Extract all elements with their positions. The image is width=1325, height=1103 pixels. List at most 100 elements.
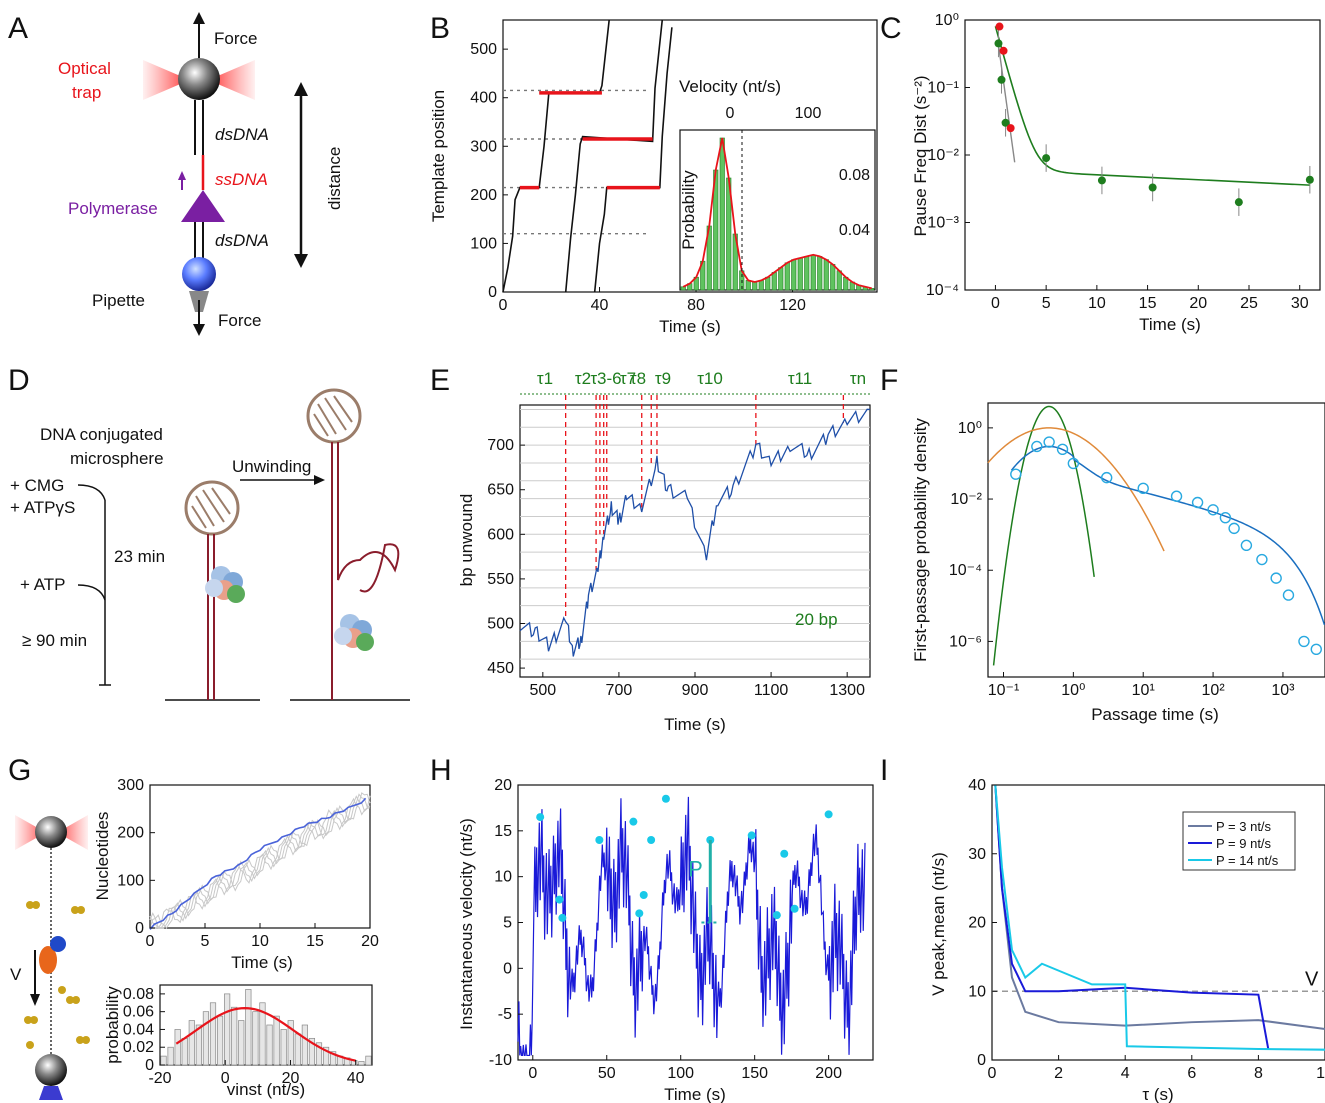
- data-point: [1170, 490, 1183, 502]
- inset-bar: [810, 254, 816, 291]
- histogram-bar: [245, 989, 252, 1066]
- y-tick-label: 0.04: [123, 1021, 154, 1038]
- histogram-bar: [216, 1015, 224, 1066]
- inset-bar: [680, 286, 686, 291]
- peak-marker: [536, 813, 545, 822]
- tau-label: τn: [850, 369, 866, 388]
- tau-label: τ1: [537, 369, 553, 388]
- y-axis-label: V peak,mean (nt/s): [929, 852, 948, 996]
- x-axis-label: Time (s): [231, 953, 293, 972]
- y-tick-label: 40: [968, 777, 986, 794]
- label-v-arrow: V: [10, 965, 22, 984]
- data-point: [1240, 539, 1253, 552]
- inset-y-label: Probability: [679, 170, 698, 250]
- y-tick-label: 0: [145, 1057, 154, 1074]
- trace-blue: [149, 797, 367, 930]
- histogram-bar: [238, 1020, 245, 1066]
- x-tick-label: 10: [1088, 295, 1106, 312]
- y-tick-label: 0: [488, 284, 497, 301]
- y-tick-label: 300: [470, 138, 497, 155]
- x-tick-label: 0: [991, 295, 1000, 312]
- trace-line: [593, 27, 673, 293]
- label-dsdna-bottom: dsDNA: [215, 231, 269, 250]
- fit-line-green: [994, 26, 1310, 186]
- y-tick-label: 550: [487, 571, 514, 588]
- x-tick-label: 8: [1254, 1065, 1263, 1082]
- label-distance: distance: [325, 147, 344, 210]
- y-tick-label: 0.06: [123, 1004, 154, 1021]
- y-axis-label: probability: [103, 986, 122, 1064]
- trace-grey: [149, 795, 371, 929]
- peak-marker: [824, 810, 833, 819]
- y-tick-label: 400: [470, 90, 497, 107]
- y-tick-label: -5: [498, 1006, 512, 1023]
- panel-letter-i: I: [880, 754, 888, 787]
- y-tick-label: 600: [487, 526, 514, 543]
- label-time-23: 23 min: [114, 547, 165, 566]
- fit-line-grey: [997, 44, 1016, 163]
- inset-bar: [817, 256, 823, 291]
- y-tick-label: 100: [470, 235, 497, 252]
- x-tick-label: 5: [201, 933, 210, 950]
- trap-beam-right: [213, 60, 255, 100]
- y-tick-label: 10⁰: [958, 420, 982, 437]
- panel-letter-b: B: [430, 12, 450, 45]
- inset-bar: [719, 137, 725, 291]
- y-axis-label: Instantaneous velocity (nt/s): [457, 818, 476, 1030]
- label-pipette: Pipette: [92, 291, 145, 310]
- series-line: [994, 784, 1325, 1051]
- peak-marker: [558, 913, 567, 922]
- panel-letter-a: A: [8, 12, 28, 45]
- histogram-bar: [181, 1037, 188, 1066]
- x-tick-label: 6: [1187, 1065, 1196, 1082]
- histogram-bar: [224, 993, 231, 1066]
- arrow-down-icon: [30, 994, 40, 1006]
- histogram-bar: [231, 1006, 238, 1066]
- x-tick-label: 5: [1042, 295, 1051, 312]
- x-tick-label: 0: [988, 1065, 997, 1082]
- inset-bar: [778, 267, 784, 291]
- data-point: [997, 75, 1006, 84]
- x-tick-label: 20: [361, 933, 379, 950]
- unwinding-trace: [519, 408, 871, 657]
- x-tick-label: 15: [306, 933, 324, 950]
- histogram-bar: [195, 1024, 202, 1066]
- peak-marker: [595, 836, 604, 844]
- x-axis-label: Time (s): [659, 317, 721, 336]
- panel-a-schematic: [143, 12, 308, 336]
- label-optical-trap-1: Optical: [58, 59, 111, 78]
- y-tick-label: 5: [503, 915, 512, 932]
- y-tick-label: 500: [470, 41, 497, 58]
- data-point: [1228, 522, 1240, 535]
- legend-label: P = 14 nt/s: [1216, 853, 1279, 868]
- reference-label: V: [1305, 968, 1319, 990]
- y-tick-label: 20: [494, 777, 512, 794]
- trap-bead: [178, 58, 220, 100]
- y-tick-label: 0: [135, 920, 144, 937]
- data-point: [1043, 436, 1055, 448]
- peak-marker: [772, 911, 781, 920]
- x-tick-label: 25: [1240, 295, 1258, 312]
- x-tick-label: 500: [529, 682, 556, 699]
- panel-d-schematic: [77, 388, 410, 701]
- y-axis-label: Template position: [429, 90, 448, 222]
- peak-marker: [555, 895, 564, 904]
- histogram-bar: [322, 1046, 330, 1066]
- histogram-bar: [209, 1002, 217, 1066]
- x-tick-label: 1300: [829, 682, 865, 699]
- y-tick-label: 700: [487, 437, 514, 454]
- trace-line: [502, 19, 610, 293]
- label-dsdna-top: dsDNA: [215, 125, 269, 144]
- x-tick-label: 4: [1121, 1065, 1130, 1082]
- inset-bar: [836, 270, 842, 291]
- x-tick-label: 10: [251, 933, 269, 950]
- x-axis-label: Time (s): [664, 715, 726, 734]
- peak-marker: [629, 817, 638, 826]
- data-point: [1207, 504, 1219, 516]
- data-point: [1191, 496, 1204, 509]
- y-axis-label: Pause Freq Dist (s⁻²): [911, 75, 930, 236]
- chart-e: 500 700 900 1100 1300 450 500 550 600 650 700 Time …: [457, 369, 871, 734]
- inset-bar: [823, 259, 829, 291]
